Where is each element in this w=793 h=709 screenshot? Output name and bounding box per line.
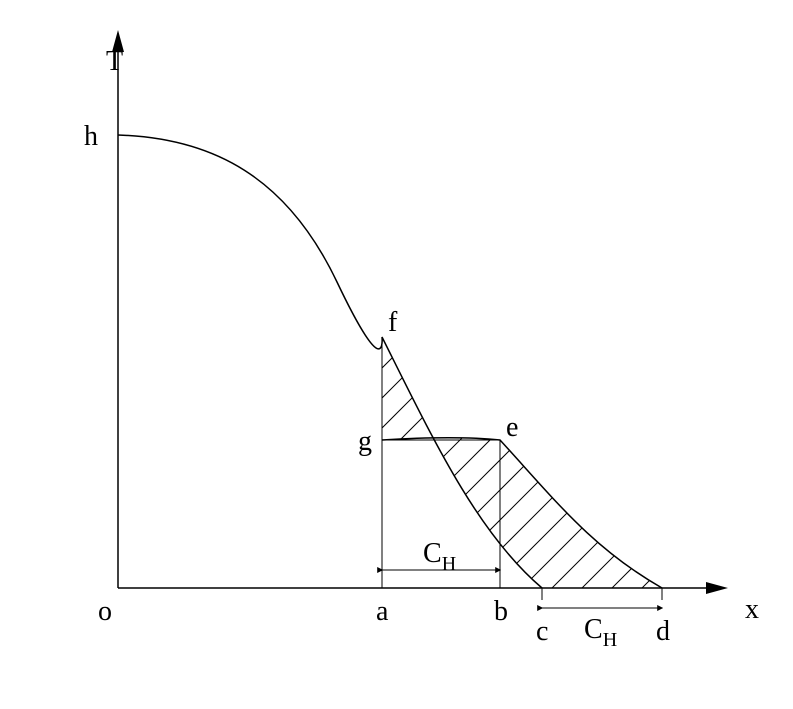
label-g: g (358, 426, 372, 457)
label-b: b (494, 596, 508, 627)
dim-ab-label: CH (423, 538, 456, 575)
label-o: o (98, 596, 112, 627)
label-e: e (506, 412, 518, 443)
label-c: c (536, 616, 548, 647)
label-h: h (84, 121, 98, 152)
x-axis-label: x (745, 594, 759, 625)
outer-curve (118, 135, 542, 588)
y-axis-label: T (106, 46, 123, 77)
t-x-curve-diagram: Tx h o a bc d f g e CH CH (0, 0, 793, 709)
hatching (42, 348, 793, 708)
label-d: d (656, 616, 670, 647)
label-f: f (388, 307, 398, 338)
dim-cd-label: CH (584, 614, 617, 651)
label-a: a (376, 596, 389, 627)
x-axis-arrow (706, 582, 728, 594)
